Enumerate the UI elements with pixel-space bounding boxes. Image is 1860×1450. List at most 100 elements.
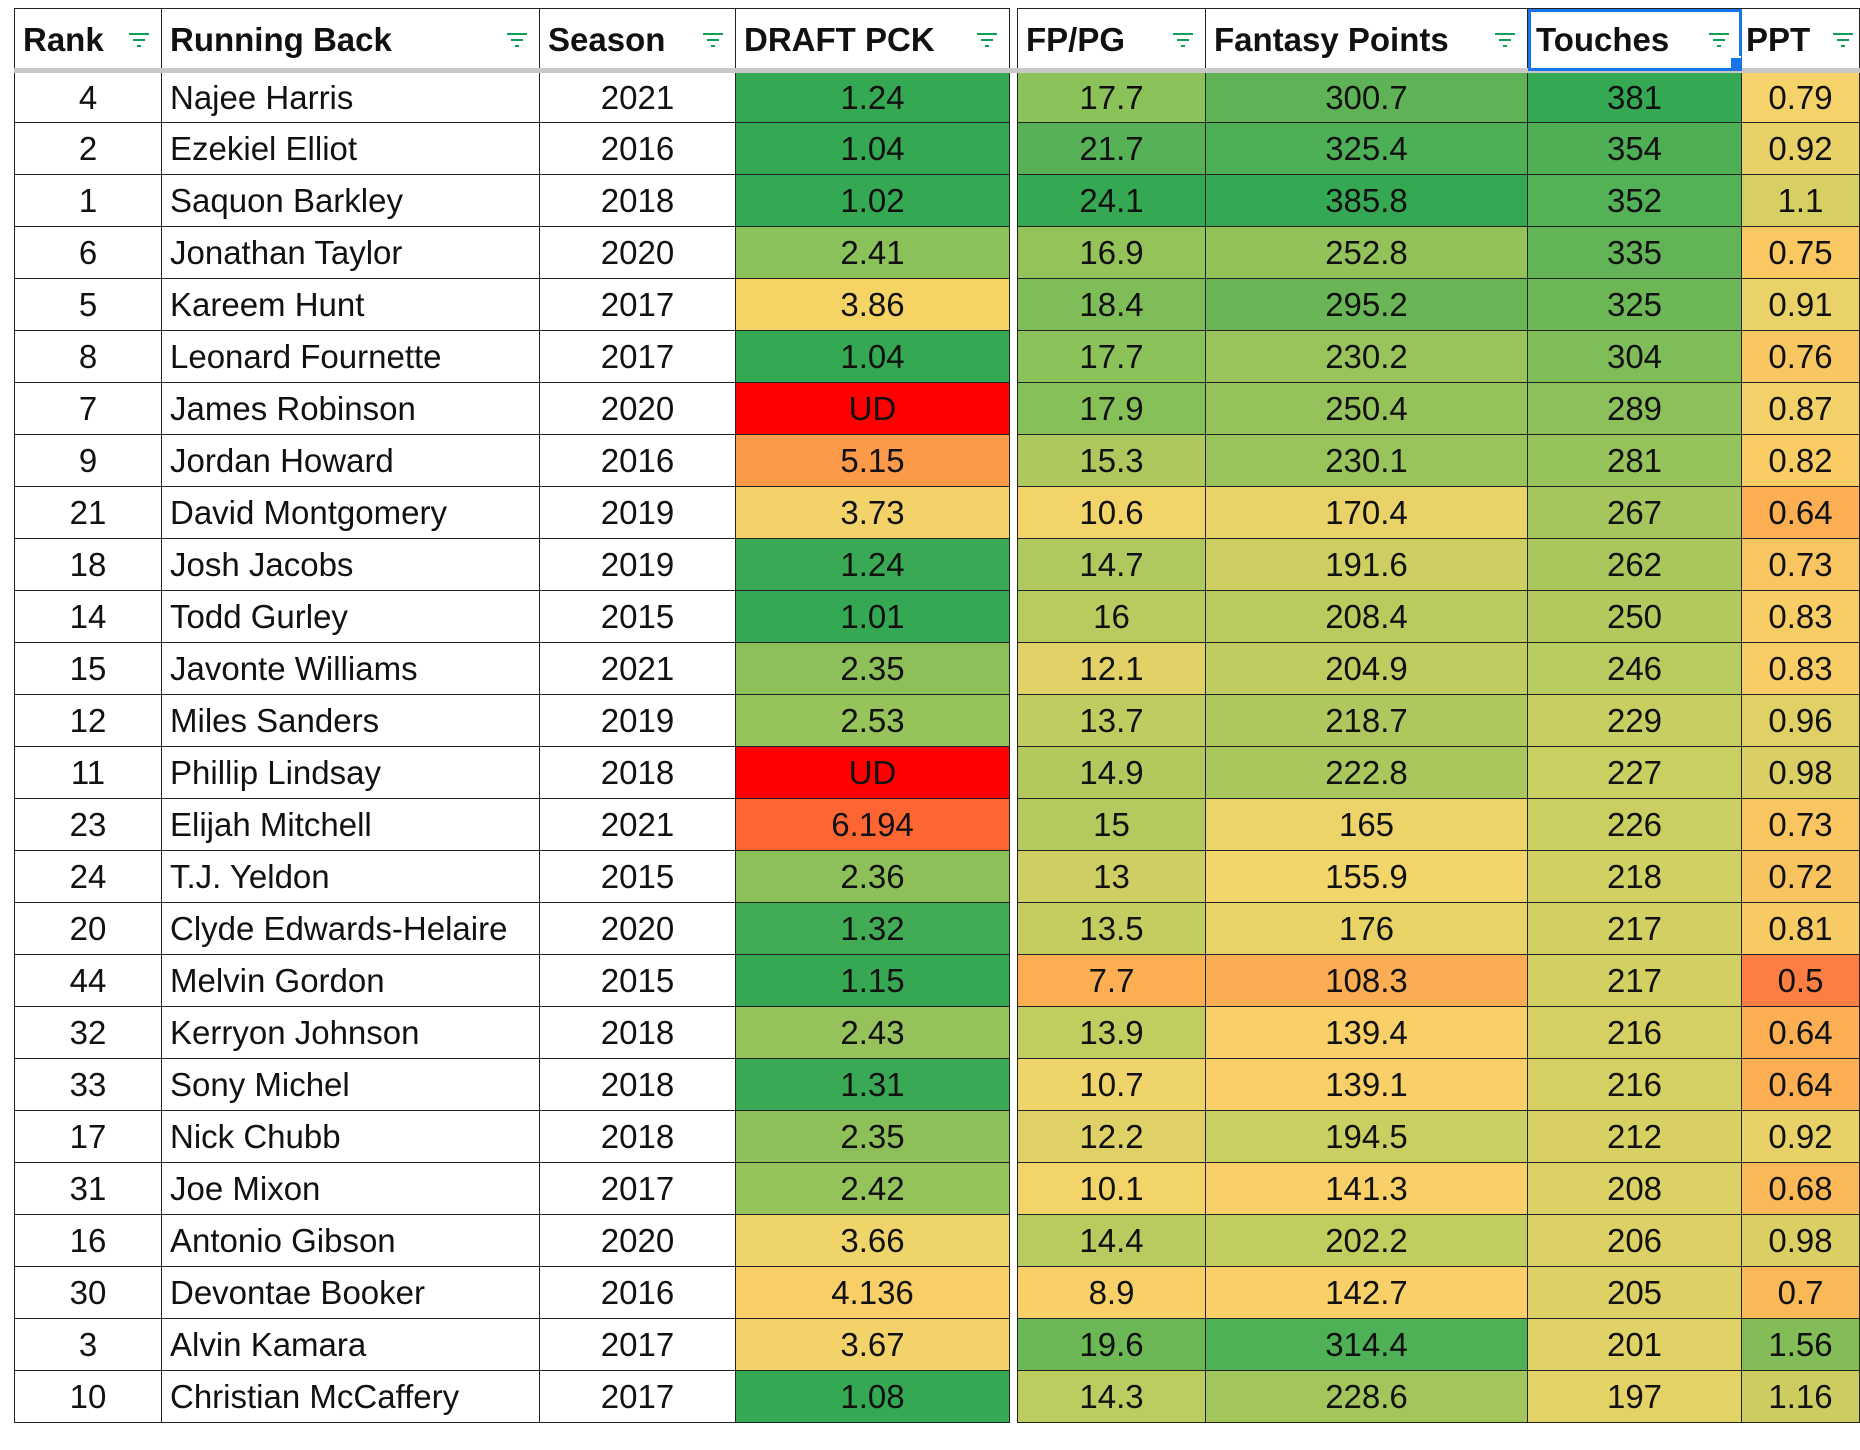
- cell-rank[interactable]: 33: [14, 1058, 162, 1111]
- cell-fppg[interactable]: 24.1: [1017, 174, 1206, 227]
- cell-rank[interactable]: 18: [14, 538, 162, 591]
- filter-icon[interactable]: [1831, 31, 1855, 49]
- filter-icon[interactable]: [975, 31, 999, 49]
- cell-fantasy-points[interactable]: 204.9: [1205, 642, 1528, 695]
- cell-ppt[interactable]: 0.83: [1741, 590, 1860, 643]
- cell-touches[interactable]: 267: [1527, 486, 1742, 539]
- cell-rank[interactable]: 16: [14, 1214, 162, 1267]
- cell-fppg[interactable]: 14.7: [1017, 538, 1206, 591]
- cell-ppt[interactable]: 0.5: [1741, 954, 1860, 1007]
- cell-season[interactable]: 2015: [539, 590, 736, 643]
- cell-rank[interactable]: 3: [14, 1318, 162, 1371]
- cell-fppg[interactable]: 15: [1017, 798, 1206, 851]
- filter-icon[interactable]: [701, 31, 725, 49]
- col-header-touches[interactable]: Touches: [1527, 8, 1742, 71]
- cell-draft-pick[interactable]: 1.02: [735, 174, 1010, 227]
- cell-fantasy-points[interactable]: 314.4: [1205, 1318, 1528, 1371]
- cell-fppg[interactable]: 10.6: [1017, 486, 1206, 539]
- cell-rank[interactable]: 7: [14, 382, 162, 435]
- cell-draft-pick[interactable]: 2.43: [735, 1006, 1010, 1059]
- cell-ppt[interactable]: 0.64: [1741, 486, 1860, 539]
- cell-rank[interactable]: 44: [14, 954, 162, 1007]
- cell-running-back[interactable]: Phillip Lindsay: [161, 746, 540, 799]
- cell-running-back[interactable]: Miles Sanders: [161, 694, 540, 747]
- cell-fppg[interactable]: 12.1: [1017, 642, 1206, 695]
- cell-draft-pick[interactable]: 1.24: [735, 538, 1010, 591]
- cell-fppg[interactable]: 10.7: [1017, 1058, 1206, 1111]
- cell-fantasy-points[interactable]: 165: [1205, 798, 1528, 851]
- cell-touches[interactable]: 217: [1527, 902, 1742, 955]
- cell-fantasy-points[interactable]: 222.8: [1205, 746, 1528, 799]
- cell-season[interactable]: 2017: [539, 1318, 736, 1371]
- cell-fppg[interactable]: 13.7: [1017, 694, 1206, 747]
- cell-touches[interactable]: 281: [1527, 434, 1742, 487]
- col-header-draft-pick[interactable]: DRAFT PCK: [735, 8, 1010, 71]
- cell-draft-pick[interactable]: 2.41: [735, 226, 1010, 279]
- cell-fantasy-points[interactable]: 139.4: [1205, 1006, 1528, 1059]
- cell-season[interactable]: 2021: [539, 642, 736, 695]
- cell-running-back[interactable]: Josh Jacobs: [161, 538, 540, 591]
- cell-rank[interactable]: 31: [14, 1162, 162, 1215]
- cell-season[interactable]: 2016: [539, 434, 736, 487]
- cell-rank[interactable]: 32: [14, 1006, 162, 1059]
- cell-draft-pick[interactable]: 1.15: [735, 954, 1010, 1007]
- cell-season[interactable]: 2018: [539, 1006, 736, 1059]
- cell-draft-pick[interactable]: UD: [735, 746, 1010, 799]
- cell-running-back[interactable]: Melvin Gordon: [161, 954, 540, 1007]
- cell-touches[interactable]: 246: [1527, 642, 1742, 695]
- cell-season[interactable]: 2020: [539, 902, 736, 955]
- cell-season[interactable]: 2017: [539, 330, 736, 383]
- cell-fppg[interactable]: 18.4: [1017, 278, 1206, 331]
- cell-ppt[interactable]: 0.75: [1741, 226, 1860, 279]
- cell-running-back[interactable]: Devontae Booker: [161, 1266, 540, 1319]
- cell-season[interactable]: 2020: [539, 1214, 736, 1267]
- cell-running-back[interactable]: Leonard Fournette: [161, 330, 540, 383]
- cell-season[interactable]: 2016: [539, 1266, 736, 1319]
- cell-ppt[interactable]: 0.81: [1741, 902, 1860, 955]
- cell-rank[interactable]: 14: [14, 590, 162, 643]
- cell-touches[interactable]: 206: [1527, 1214, 1742, 1267]
- cell-running-back[interactable]: Alvin Kamara: [161, 1318, 540, 1371]
- cell-fppg[interactable]: 17.9: [1017, 382, 1206, 435]
- cell-touches[interactable]: 229: [1527, 694, 1742, 747]
- filter-icon[interactable]: [1493, 31, 1517, 49]
- cell-fppg[interactable]: 8.9: [1017, 1266, 1206, 1319]
- cell-running-back[interactable]: Saquon Barkley: [161, 174, 540, 227]
- cell-fantasy-points[interactable]: 228.6: [1205, 1370, 1528, 1423]
- col-header-fantasy-points[interactable]: Fantasy Points: [1205, 8, 1528, 71]
- cell-ppt[interactable]: 0.92: [1741, 122, 1860, 175]
- cell-draft-pick[interactable]: 3.73: [735, 486, 1010, 539]
- cell-fppg[interactable]: 10.1: [1017, 1162, 1206, 1215]
- cell-ppt[interactable]: 0.73: [1741, 538, 1860, 591]
- filter-icon[interactable]: [127, 31, 151, 49]
- cell-running-back[interactable]: Joe Mixon: [161, 1162, 540, 1215]
- cell-running-back[interactable]: Kerryon Johnson: [161, 1006, 540, 1059]
- cell-running-back[interactable]: Javonte Williams: [161, 642, 540, 695]
- cell-rank[interactable]: 9: [14, 434, 162, 487]
- cell-touches[interactable]: 212: [1527, 1110, 1742, 1163]
- cell-rank[interactable]: 11: [14, 746, 162, 799]
- cell-fantasy-points[interactable]: 252.8: [1205, 226, 1528, 279]
- cell-running-back[interactable]: Nick Chubb: [161, 1110, 540, 1163]
- cell-running-back[interactable]: Todd Gurley: [161, 590, 540, 643]
- cell-draft-pick[interactable]: 2.36: [735, 850, 1010, 903]
- cell-fantasy-points[interactable]: 208.4: [1205, 590, 1528, 643]
- cell-season[interactable]: 2015: [539, 850, 736, 903]
- cell-fantasy-points[interactable]: 250.4: [1205, 382, 1528, 435]
- cell-season[interactable]: 2021: [539, 70, 736, 123]
- cell-fantasy-points[interactable]: 141.3: [1205, 1162, 1528, 1215]
- cell-fppg[interactable]: 17.7: [1017, 70, 1206, 123]
- cell-ppt[interactable]: 0.91: [1741, 278, 1860, 331]
- cell-fppg[interactable]: 13.9: [1017, 1006, 1206, 1059]
- cell-rank[interactable]: 10: [14, 1370, 162, 1423]
- cell-running-back[interactable]: James Robinson: [161, 382, 540, 435]
- cell-draft-pick[interactable]: 2.53: [735, 694, 1010, 747]
- filter-icon[interactable]: [1707, 31, 1731, 49]
- cell-draft-pick[interactable]: 5.15: [735, 434, 1010, 487]
- cell-season[interactable]: 2020: [539, 226, 736, 279]
- cell-ppt[interactable]: 0.7: [1741, 1266, 1860, 1319]
- cell-rank[interactable]: 23: [14, 798, 162, 851]
- cell-touches[interactable]: 201: [1527, 1318, 1742, 1371]
- cell-fppg[interactable]: 17.7: [1017, 330, 1206, 383]
- cell-running-back[interactable]: Christian McCaffery: [161, 1370, 540, 1423]
